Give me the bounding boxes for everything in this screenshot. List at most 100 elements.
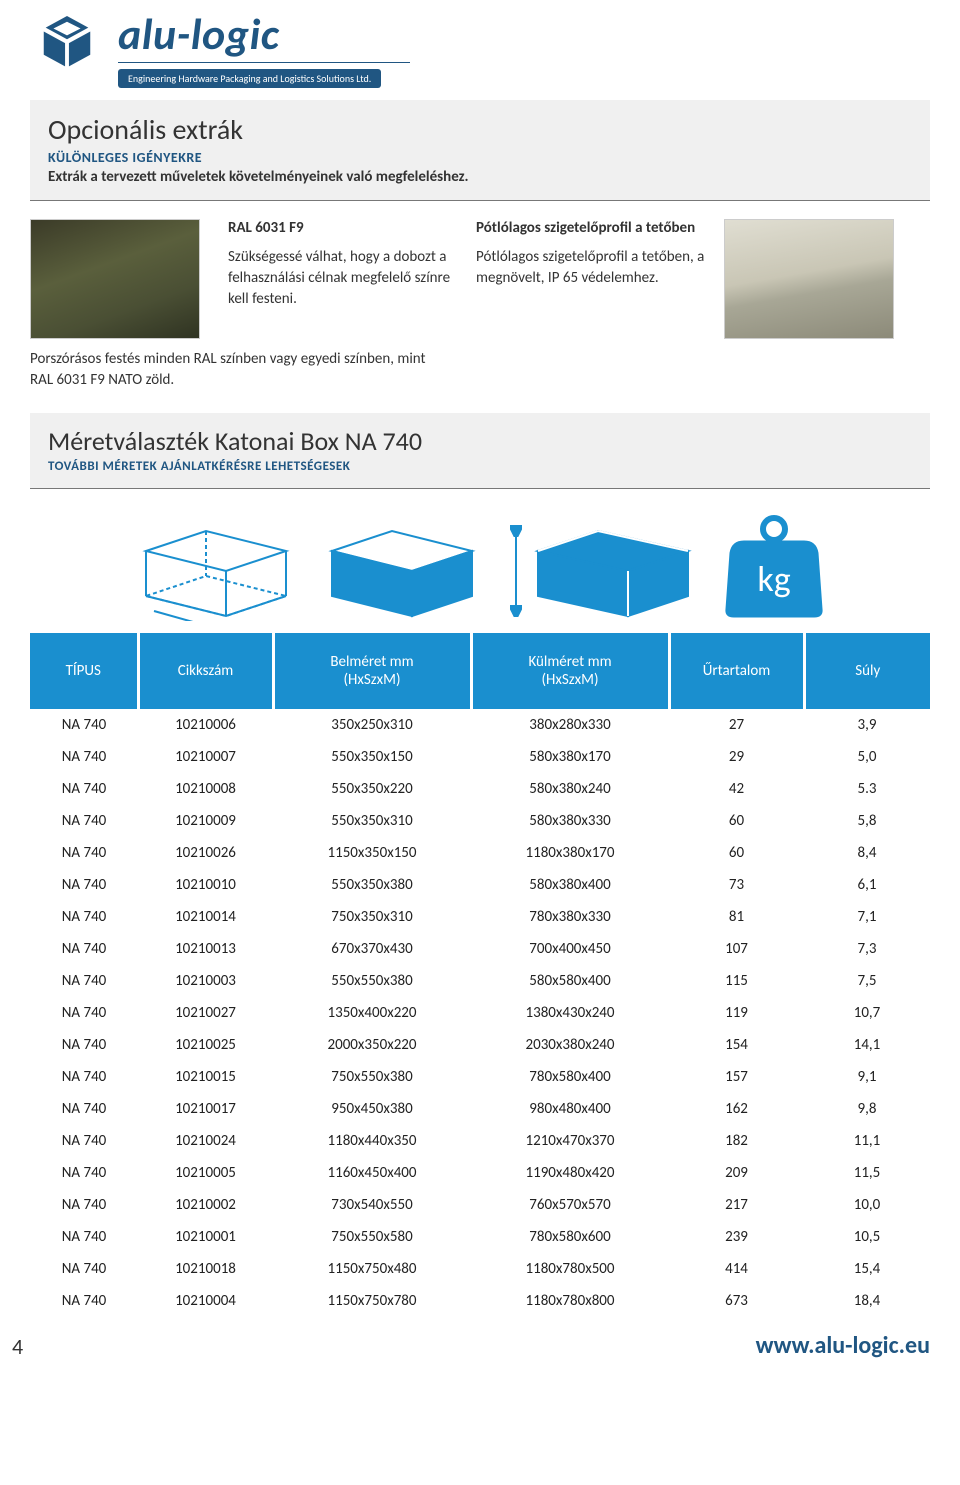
table-cell: 107 [669,933,804,965]
dimension-icons-row: kg [30,511,930,621]
table-cell: NA 740 [30,805,138,837]
table-row: NA 74010210013670x370x430700x400x4501077… [30,933,930,965]
extras-text-1: RAL 6031 F9 Szükségessé válhat, hogy a d… [228,219,458,339]
table-cell: 10210007 [138,741,273,773]
table-row: NA 740102100181150x750x4801180x780x50041… [30,1253,930,1285]
table-cell: 27 [669,709,804,741]
table-cell: NA 740 [30,933,138,965]
table-cell: 1150x750x480 [273,1253,471,1285]
extras-title: Opcionális extrák [48,112,912,147]
table-cell: 209 [669,1157,804,1189]
table-cell: 380x280x330 [471,709,669,741]
table-cell: 580x380x330 [471,805,669,837]
table-cell: 10,7 [804,997,930,1029]
extras1-caption: Porszórásos festés minden RAL színben va… [30,349,450,391]
table-cell: 10,0 [804,1189,930,1221]
extras1-heading: RAL 6031 F9 [228,219,458,237]
brand-tagline: Engineering Hardware Packaging and Logis… [118,69,381,88]
brand-underline [118,62,410,63]
brand-text-block: alu-logic Engineering Hardware Packaging… [118,12,410,88]
extras1-body: Szükségessé válhat, hogy a dobozt a felh… [228,247,458,310]
table-cell: 154 [669,1029,804,1061]
table-cell: 10210017 [138,1093,273,1125]
table-cell: NA 740 [30,1189,138,1221]
table-row: NA 74010210014750x350x310780x380x330817,… [30,901,930,933]
table-cell: 10210013 [138,933,273,965]
table-cell: 7,3 [804,933,930,965]
table-cell: 119 [669,997,804,1029]
table-cell: 18,4 [804,1285,930,1317]
extras-text-2: Pótlólagos szigetelőprofil a tetőben Pót… [476,219,706,339]
table-cell: 780x580x400 [471,1061,669,1093]
table-cell: 1190x480x420 [471,1157,669,1189]
table-cell: 6,1 [804,869,930,901]
page-footer: 4 www.alu-logic.eu [0,1317,960,1360]
table-cell: NA 740 [30,1029,138,1061]
table-cell: NA 740 [30,773,138,805]
table-cell: 162 [669,1093,804,1125]
sizes-table: TÍPUS Cikkszám Belméret mm (HxSzxM) Külm… [30,633,930,1317]
table-cell: 8,4 [804,837,930,869]
page-number: 4 [12,1333,23,1360]
table-cell: 780x580x600 [471,1221,669,1253]
table-cell: 670x370x430 [273,933,471,965]
sizes-section-header: Méretválaszték Katonai Box NA 740 TOVÁBB… [30,413,930,489]
table-cell: NA 740 [30,1093,138,1125]
table-cell: 7,1 [804,901,930,933]
table-cell: 10210010 [138,869,273,901]
table-row: NA 740102100252000x350x2202030x380x24015… [30,1029,930,1061]
table-cell: 10210003 [138,965,273,997]
table-cell: 10210008 [138,773,273,805]
solid-box-height-icon [508,511,698,621]
extras-content-row: RAL 6031 F9 Szükségessé válhat, hogy a d… [30,219,930,339]
table-cell: 14,1 [804,1029,930,1061]
table-cell: 1180x780x500 [471,1253,669,1285]
extras-subtitle-1: KÜLÖNLEGES IGÉNYEKRE [48,149,912,166]
brand-header: alu-logic Engineering Hardware Packaging… [0,0,960,100]
open-box-thumbnail [724,219,894,339]
filled-box-icon [322,511,482,621]
th-urtartalom: Űrtartalom [669,633,804,709]
table-cell: 550x350x150 [273,741,471,773]
table-cell: 1180x780x800 [471,1285,669,1317]
table-row: NA 74010210006350x250x310380x280x330273,… [30,709,930,741]
table-cell: NA 740 [30,1061,138,1093]
table-cell: 750x550x580 [273,1221,471,1253]
table-cell: 750x550x380 [273,1061,471,1093]
table-cell: NA 740 [30,901,138,933]
table-cell: 1150x750x780 [273,1285,471,1317]
table-cell: 1380x430x240 [471,997,669,1029]
table-row: NA 74010210009550x350x310580x380x330605,… [30,805,930,837]
table-cell: NA 740 [30,1125,138,1157]
table-row: NA 74010210010550x350x380580x380x400736,… [30,869,930,901]
green-box-thumbnail [30,219,200,339]
table-cell: NA 740 [30,1157,138,1189]
table-row: NA 740102100041150x750x7801180x780x80067… [30,1285,930,1317]
table-cell: 9,1 [804,1061,930,1093]
th-cikk: Cikkszám [138,633,273,709]
extras2-heading: Pótlólagos szigetelőprofil a tetőben [476,219,706,237]
table-cell: 1180x380x170 [471,837,669,869]
table-cell: 73 [669,869,804,901]
table-row: NA 740102100261150x350x1501180x380x17060… [30,837,930,869]
table-cell: NA 740 [30,837,138,869]
table-cell: 980x480x400 [471,1093,669,1125]
table-cell: 157 [669,1061,804,1093]
table-cell: NA 740 [30,1285,138,1317]
table-cell: 10210009 [138,805,273,837]
table-cell: 760x570x570 [471,1189,669,1221]
table-cell: NA 740 [30,741,138,773]
table-cell: 580x380x400 [471,869,669,901]
table-row: NA 74010210017950x450x380980x480x4001629… [30,1093,930,1125]
table-cell: 950x450x380 [273,1093,471,1125]
table-cell: 10210004 [138,1285,273,1317]
sizes-subtitle: TOVÁBBI MÉRETEK AJÁNLATKÉRÉSRE LEHETSÉGE… [48,459,912,474]
brand-name: alu-logic [118,12,410,56]
table-row: NA 740102100271350x400x2201380x430x24011… [30,997,930,1029]
table-cell: 42 [669,773,804,805]
table-cell: 750x350x310 [273,901,471,933]
table-cell: 239 [669,1221,804,1253]
table-row: NA 74010210007550x350x150580x380x170295,… [30,741,930,773]
table-row: NA 740102100241180x440x3501210x470x37018… [30,1125,930,1157]
sizes-table-head: TÍPUS Cikkszám Belméret mm (HxSzxM) Külm… [30,633,930,709]
